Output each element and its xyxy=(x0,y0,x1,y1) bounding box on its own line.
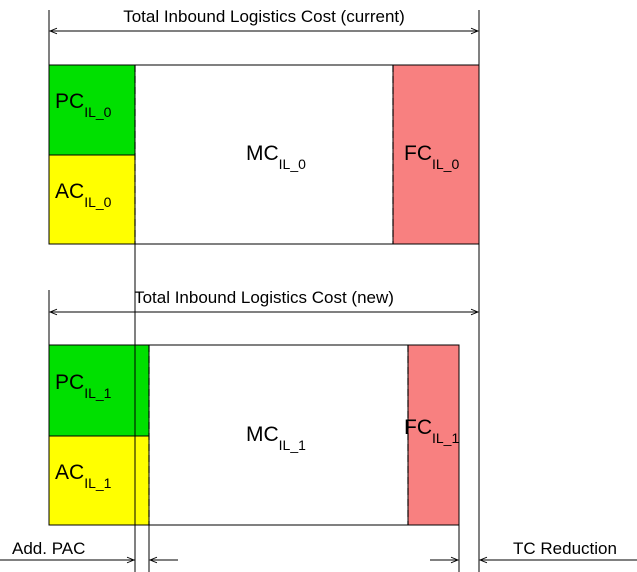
new-mc-box xyxy=(148,344,409,526)
tc-reduction-label: TC Reduction xyxy=(513,539,617,558)
current-fc-box xyxy=(392,64,480,245)
new-pc-label: PCIL_1 xyxy=(55,371,112,401)
new-fc-label: FCIL_1 xyxy=(404,416,459,446)
current-fc-label: FCIL_0 xyxy=(404,142,459,172)
current-ac-label: ACIL_0 xyxy=(55,180,112,210)
new-pc-box xyxy=(48,344,150,437)
add-pac-label: Add. PAC xyxy=(12,539,85,558)
current-pc-label: PCIL_0 xyxy=(55,90,112,120)
current-mc-label: MCIL_0 xyxy=(246,142,306,172)
current-pc-box xyxy=(48,64,136,156)
new-mc-label: MCIL_1 xyxy=(246,423,306,453)
new-title: Total Inbound Logistics Cost (new) xyxy=(134,288,394,307)
current-title: Total Inbound Logistics Cost (current) xyxy=(123,7,405,26)
current-ac-box xyxy=(48,154,136,245)
new-fc-box xyxy=(407,344,460,526)
new-ac-label: ACIL_1 xyxy=(55,461,112,491)
current-mc-box xyxy=(134,64,394,245)
